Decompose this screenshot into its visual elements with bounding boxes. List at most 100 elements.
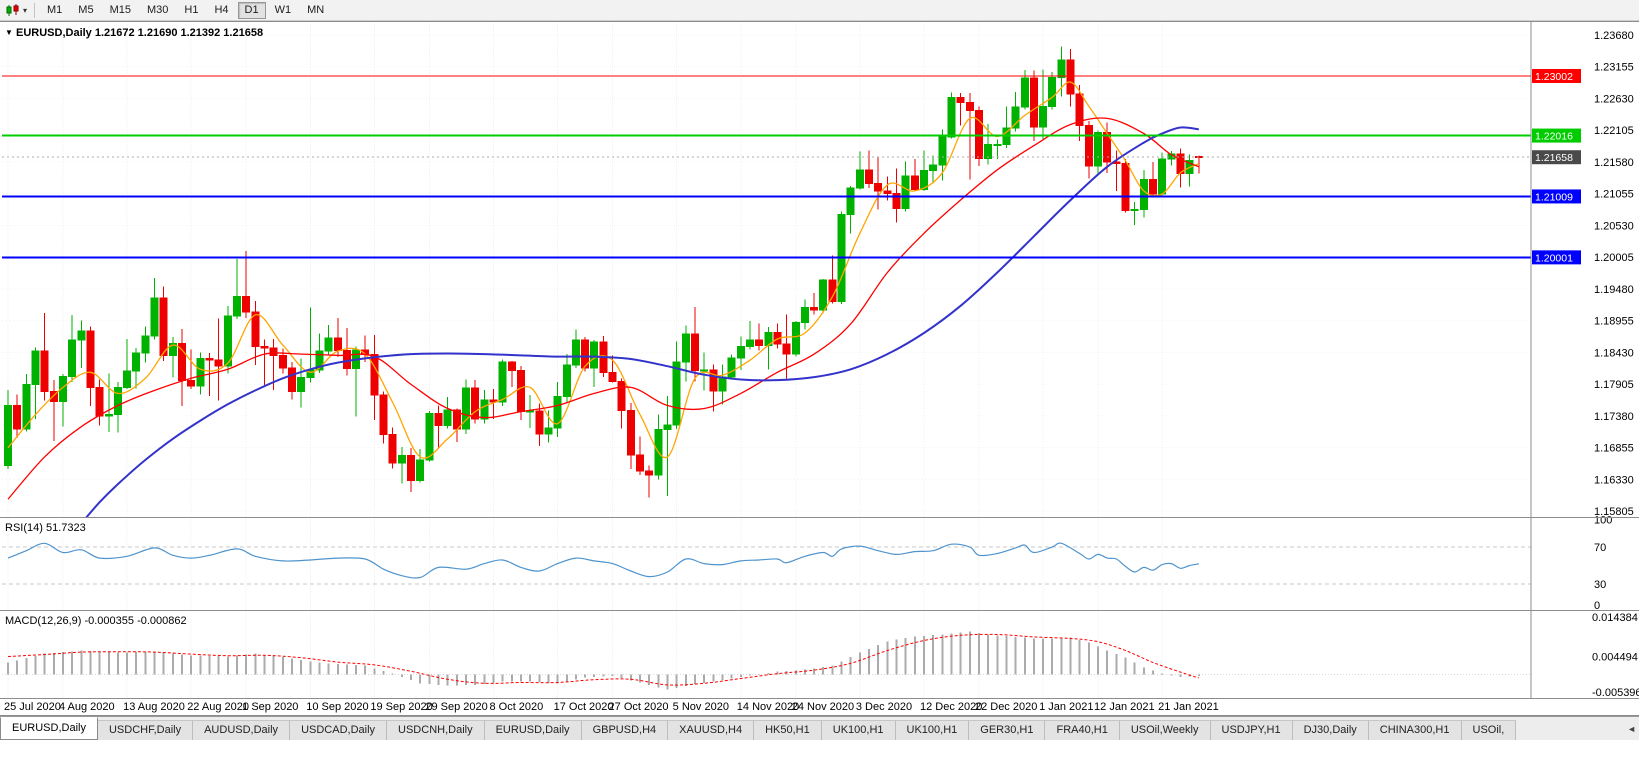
svg-text:EURUSD,Daily 1.21672 1.21690 1: EURUSD,Daily 1.21672 1.21690 1.21392 1.2… bbox=[16, 27, 263, 39]
svg-text:1.21580: 1.21580 bbox=[1594, 157, 1634, 169]
toolbar-separator bbox=[34, 2, 36, 18]
svg-text:27 Oct 2020: 27 Oct 2020 bbox=[609, 701, 669, 713]
chart-title-ohlc: ▼ EURUSD,Daily 1.21672 1.21690 1.21392 1.… bbox=[5, 27, 263, 39]
chart-tab-audusd-daily[interactable]: AUDUSD,Daily bbox=[193, 720, 291, 740]
ma-mid-red bbox=[7, 117, 1200, 500]
svg-text:22 Aug 2020: 22 Aug 2020 bbox=[187, 701, 249, 713]
svg-text:17 Oct 2020: 17 Oct 2020 bbox=[554, 701, 614, 713]
chart-tab-dj30-daily[interactable]: DJ30,Daily bbox=[1292, 720, 1369, 740]
timeframe-h4-button[interactable]: H4 bbox=[214, 4, 229, 16]
svg-text:21 Jan 2021: 21 Jan 2021 bbox=[1158, 701, 1219, 713]
chart-tab-fra40-h1[interactable]: FRA40,H1 bbox=[1045, 720, 1120, 740]
svg-text:30: 30 bbox=[1594, 579, 1606, 591]
chart-tab-usdchf-daily[interactable]: USDCHF,Daily bbox=[97, 720, 194, 740]
macd-indicator-window: MACD(12,26,9) -0.000355 -0.000862 0.01438… bbox=[2, 612, 1639, 699]
svg-text:12 Jan 2021: 12 Jan 2021 bbox=[1094, 701, 1155, 713]
svg-text:0: 0 bbox=[1594, 600, 1600, 612]
macd-label: MACD(12,26,9) -0.000355 -0.000862 bbox=[5, 615, 187, 627]
svg-text:1 Jan 2021: 1 Jan 2021 bbox=[1039, 701, 1093, 713]
svg-text:1.18430: 1.18430 bbox=[1594, 347, 1634, 359]
timeframe-m15-button[interactable]: M15 bbox=[109, 4, 131, 16]
svg-text:1.23002: 1.23002 bbox=[1535, 71, 1573, 83]
svg-text:24 Nov 2020: 24 Nov 2020 bbox=[792, 701, 854, 713]
svg-text:1.17905: 1.17905 bbox=[1594, 379, 1634, 391]
chart-tab-usdcnh-daily[interactable]: USDCNH,Daily bbox=[387, 720, 485, 740]
horizontal-level-lines[interactable]: 1.23002 1.22016 1.21009 1.20001 1.21658 bbox=[2, 68, 1581, 265]
tab-scroll-left-icon[interactable]: ◄ bbox=[1627, 724, 1636, 734]
macd-signal-line bbox=[7, 633, 1199, 686]
svg-text:14 Nov 2020: 14 Nov 2020 bbox=[737, 701, 799, 713]
timeframe-m1-button[interactable]: M1 bbox=[47, 4, 63, 16]
timeframe-toolbar: ▾ M1 M5 M15 M30 H1 H4 D1 W1 MN bbox=[0, 0, 1639, 21]
svg-text:-0.005396: -0.005396 bbox=[1592, 687, 1639, 699]
chart-tab-uk100-h1[interactable]: UK100,H1 bbox=[821, 720, 896, 740]
candles-layer bbox=[4, 46, 1203, 498]
rsi-indicator-window: RSI(14) 51.7323 100 70 30 0 bbox=[2, 514, 1612, 612]
svg-text:12 Dec 2020: 12 Dec 2020 bbox=[920, 701, 982, 713]
svg-text:▼: ▼ bbox=[5, 28, 13, 37]
svg-text:8 Oct 2020: 8 Oct 2020 bbox=[489, 701, 543, 713]
chart-type-button[interactable]: ▾ bbox=[3, 1, 30, 19]
rsi-line bbox=[7, 542, 1199, 579]
svg-text:1.22630: 1.22630 bbox=[1594, 93, 1634, 105]
chart-tab-gbpusd-h4[interactable]: GBPUSD,H4 bbox=[581, 720, 669, 740]
svg-text:4 Aug 2020: 4 Aug 2020 bbox=[59, 701, 115, 713]
svg-text:1.21055: 1.21055 bbox=[1594, 189, 1634, 201]
chart-plot-area[interactable]: 1.23680 1.23155 1.22630 1.22105 1.21580 1.210… bbox=[0, 0, 1639, 716]
chart-tab-ger30-h1[interactable]: GER30,H1 bbox=[969, 720, 1046, 740]
timeframe-w1-button[interactable]: W1 bbox=[274, 4, 292, 16]
chart-tab-china300-h1[interactable]: CHINA300,H1 bbox=[1368, 720, 1462, 740]
chart-tab-xauusd-h4[interactable]: XAUUSD,H4 bbox=[668, 720, 755, 740]
svg-text:1.21658: 1.21658 bbox=[1535, 152, 1573, 164]
svg-text:1.22016: 1.22016 bbox=[1535, 131, 1573, 143]
ma-slow-blue bbox=[84, 126, 1199, 518]
chart-tab-eurusd-daily[interactable]: EURUSD,Daily bbox=[0, 717, 98, 740]
dropdown-caret-icon: ▾ bbox=[23, 5, 28, 15]
chart-tab-usdjpy-h1[interactable]: USDJPY,H1 bbox=[1210, 720, 1293, 740]
chart-tab-usoil-weekly[interactable]: USOil,Weekly bbox=[1119, 720, 1211, 740]
svg-text:0.014384: 0.014384 bbox=[1592, 612, 1638, 624]
svg-text:3 Dec 2020: 3 Dec 2020 bbox=[856, 701, 912, 713]
svg-text:1.20005: 1.20005 bbox=[1594, 252, 1634, 264]
svg-text:1.16330: 1.16330 bbox=[1594, 474, 1634, 486]
chart-tab-uk100-h1[interactable]: UK100,H1 bbox=[895, 720, 970, 740]
svg-text:1.15805: 1.15805 bbox=[1594, 506, 1634, 518]
timeframe-h1-button[interactable]: H1 bbox=[184, 4, 199, 16]
svg-text:1.23155: 1.23155 bbox=[1594, 62, 1634, 74]
ma-fast-orange bbox=[7, 81, 1200, 459]
svg-text:1.22105: 1.22105 bbox=[1594, 125, 1634, 137]
macd-histogram bbox=[7, 631, 1200, 690]
svg-text:70: 70 bbox=[1594, 542, 1606, 554]
chart-tab-usdcad-daily[interactable]: USDCAD,Daily bbox=[290, 720, 388, 740]
svg-text:1.17380: 1.17380 bbox=[1594, 411, 1634, 423]
svg-text:1.20530: 1.20530 bbox=[1594, 220, 1634, 232]
chart-tab-usoil[interactable]: USOil, bbox=[1461, 720, 1517, 740]
svg-text:25 Jul 2020: 25 Jul 2020 bbox=[4, 701, 61, 713]
svg-text:10 Sep 2020: 10 Sep 2020 bbox=[306, 701, 368, 713]
chart-tabs-bar: EURUSD,Daily USDCHF,Daily AUDUSD,Daily USDC… bbox=[0, 716, 1639, 740]
svg-text:1.18955: 1.18955 bbox=[1594, 316, 1634, 328]
svg-text:0.004494: 0.004494 bbox=[1592, 652, 1638, 664]
svg-text:1.23680: 1.23680 bbox=[1594, 30, 1634, 42]
svg-text:1 Sep 2020: 1 Sep 2020 bbox=[242, 701, 298, 713]
timeframe-d1-button[interactable]: D1 bbox=[237, 1, 266, 19]
timeframe-mn-button[interactable]: MN bbox=[307, 4, 325, 16]
candlestick-chart-icon bbox=[6, 3, 19, 16]
svg-text:19 Sep 2020: 19 Sep 2020 bbox=[370, 701, 432, 713]
svg-text:29 Sep 2020: 29 Sep 2020 bbox=[425, 701, 487, 713]
chart-tab-eurusd-daily[interactable]: EURUSD,Daily bbox=[484, 720, 582, 740]
svg-text:100: 100 bbox=[1594, 514, 1612, 526]
svg-text:1.19480: 1.19480 bbox=[1594, 284, 1634, 296]
window-separators[interactable] bbox=[0, 21, 1639, 716]
svg-text:1.20001: 1.20001 bbox=[1535, 252, 1573, 264]
svg-text:1.21009: 1.21009 bbox=[1535, 191, 1573, 203]
svg-text:5 Nov 2020: 5 Nov 2020 bbox=[673, 701, 729, 713]
svg-text:22 Dec 2020: 22 Dec 2020 bbox=[975, 701, 1037, 713]
price-axis-labels[interactable]: 1.23680 1.23155 1.22630 1.22105 1.21580 1.210… bbox=[1594, 30, 1634, 518]
svg-text:1.16855: 1.16855 bbox=[1594, 443, 1634, 455]
timeframe-m5-button[interactable]: M5 bbox=[78, 4, 94, 16]
svg-text:13 Aug 2020: 13 Aug 2020 bbox=[123, 701, 185, 713]
timeframe-m30-button[interactable]: M30 bbox=[146, 4, 169, 16]
chart-tab-hk50-h1[interactable]: HK50,H1 bbox=[754, 720, 822, 740]
